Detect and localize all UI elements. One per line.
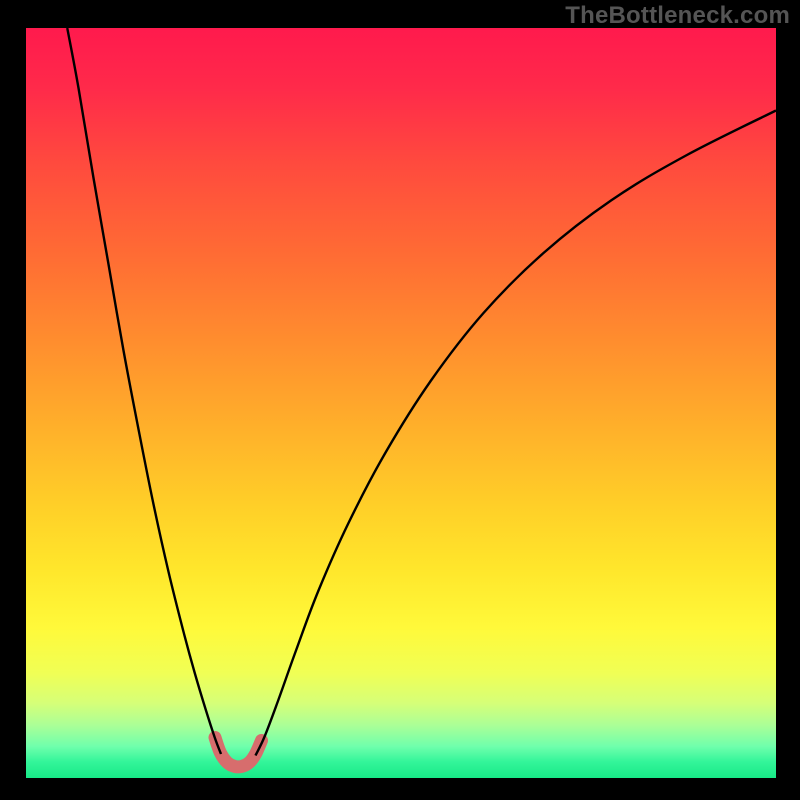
highlight-dip bbox=[215, 738, 262, 767]
right-curve bbox=[256, 111, 777, 756]
curve-layer bbox=[26, 28, 776, 778]
watermark-text: TheBottleneck.com bbox=[565, 2, 790, 30]
stage: TheBottleneck.com bbox=[0, 0, 800, 800]
left-curve bbox=[67, 28, 221, 754]
plot-area bbox=[26, 28, 776, 778]
